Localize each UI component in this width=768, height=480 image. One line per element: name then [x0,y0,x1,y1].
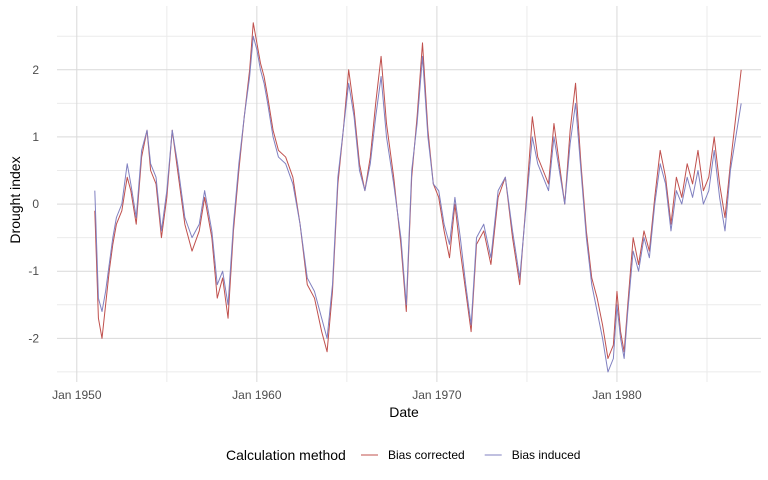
legend-label: Bias induced [512,448,581,462]
legend-item: Bias induced [484,448,581,462]
y-tick-label: 2 [32,63,39,77]
legend: Calculation method Bias corrected Bias in… [226,447,580,463]
y-tick-label: 0 [32,197,39,211]
y-tick-label: -1 [28,264,39,278]
legend-label: Bias corrected [388,448,465,462]
y-tick-label: 1 [32,130,39,144]
x-tick-label: Jan 1980 [592,388,642,402]
y-tick-label: -2 [28,331,39,345]
x-axis-tick-labels: Jan 1950 Jan 1960 Jan 1970 Jan 1980 [52,388,642,402]
y-axis-tick-labels: -2 -1 0 1 2 [28,63,39,346]
legend-item: Bias corrected [361,448,465,462]
y-axis-title: Drought index [7,156,23,243]
x-tick-label: Jan 1960 [232,388,282,402]
x-axis-title: Date [389,404,419,420]
legend-title: Calculation method [226,447,346,463]
legend-items: Bias corrected Bias induced [361,448,580,462]
plot-panel [57,6,761,382]
x-tick-label: Jan 1950 [52,388,102,402]
series-line-bias-induced [94,35,742,373]
series-layer [94,22,742,373]
x-tick-label: Jan 1970 [412,388,462,402]
major-gridlines [57,6,761,382]
